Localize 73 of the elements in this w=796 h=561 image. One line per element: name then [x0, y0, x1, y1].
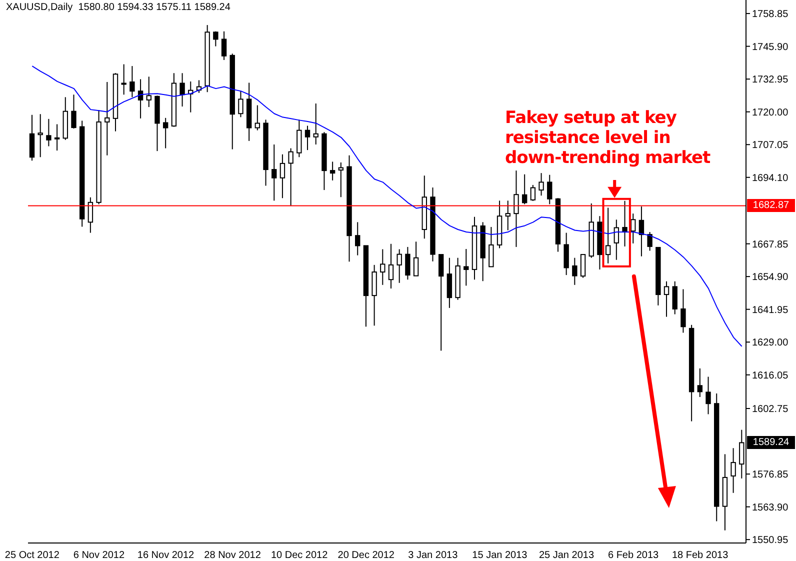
y-tick-label: 1563.90 — [752, 502, 789, 514]
candlestick — [505, 200, 510, 231]
candlestick — [280, 154, 286, 199]
candlestick — [338, 162, 344, 198]
y-tick-label: 1641.95 — [752, 304, 789, 316]
x-tick-label: 6 Feb 2013 — [608, 550, 660, 561]
y-tick-label: 1720.00 — [752, 107, 789, 118]
y-tick-label: 1758.85 — [752, 9, 789, 20]
candlestick — [538, 172, 544, 196]
y-tick-label: 1745.90 — [752, 42, 789, 53]
candlestick — [272, 144, 277, 202]
candlestick — [514, 170, 519, 248]
y-tick-label: 1667.85 — [752, 239, 789, 250]
candlestick — [472, 216, 478, 280]
candlestick — [572, 257, 578, 286]
candlestick — [104, 81, 110, 156]
y-tick-label: 1732.95 — [752, 74, 789, 86]
candlestick — [697, 368, 703, 398]
annotation: Fakey setup at key resistance level in down-trending market — [505, 108, 710, 168]
chart-title: XAUUSD,Daily 1580.80 1594.33 1575.11 1589.24 — [6, 2, 230, 13]
candlestick — [355, 222, 360, 256]
candlestick — [464, 248, 469, 286]
candlestick — [121, 64, 126, 96]
x-tick-label: 15 Jan 2013 — [472, 550, 528, 561]
candlestick — [614, 219, 620, 260]
candlestick — [680, 288, 686, 334]
candlestick — [706, 376, 711, 415]
y-tick-label: 1654.90 — [752, 272, 789, 284]
text: 1589.24 — [747, 436, 795, 449]
candlestick — [246, 82, 252, 142]
candlestick — [722, 454, 728, 531]
candlestick — [380, 248, 386, 286]
y-tick-label: 1694.10 — [752, 172, 789, 184]
x-tick-label: 18 Feb 2013 — [672, 550, 729, 561]
x-tick-label: 10 Dec 2012 — [270, 550, 328, 561]
candlestick — [46, 118, 52, 147]
candlestick — [422, 175, 427, 240]
candlestick — [146, 76, 152, 108]
y-tick-label: 1550.95 — [752, 535, 789, 546]
candlestick — [605, 207, 611, 264]
x-tick-label: 3 Jan 2013 — [408, 550, 458, 561]
candlestick — [714, 392, 720, 522]
y-tick-label: 1629.00 — [752, 338, 789, 349]
x-tick-label: 20 Dec 2012 — [338, 550, 395, 561]
y-tick-label: 1576.85 — [752, 470, 789, 481]
x-tick-label: 6 Nov 2012 — [73, 550, 125, 561]
candlestick — [372, 264, 377, 326]
candlestick — [79, 120, 85, 228]
candlestick — [446, 257, 452, 308]
y-tick-label: 1616.05 — [752, 370, 789, 382]
candlestick — [130, 66, 135, 98]
candlestick — [730, 448, 736, 494]
candlestick — [54, 124, 60, 152]
candlestick — [597, 216, 602, 270]
candlestick — [38, 114, 43, 158]
y-tick-label: 1707.05 — [752, 140, 789, 152]
x-tick-label: 25 Jan 2013 — [538, 550, 594, 561]
candlestick — [480, 222, 486, 282]
x-tick-label: 25 Oct 2012 — [4, 550, 60, 561]
candlestick — [313, 102, 318, 145]
ref-line-label: 1682.87 — [747, 198, 795, 212]
candlestick — [564, 232, 569, 276]
candlestick — [88, 196, 94, 234]
candlestick — [180, 72, 185, 108]
candlestick — [330, 161, 336, 181]
y-tick-label: 1602.75 — [752, 404, 789, 416]
candlestick — [388, 243, 394, 289]
x-tick-label: 16 Nov 2012 — [137, 550, 195, 561]
candlestick — [396, 248, 402, 284]
candlestick — [346, 154, 352, 262]
x-tick-label: 28 Nov 2012 — [204, 550, 262, 561]
line-series — [32, 66, 742, 347]
candlestick — [430, 186, 436, 262]
